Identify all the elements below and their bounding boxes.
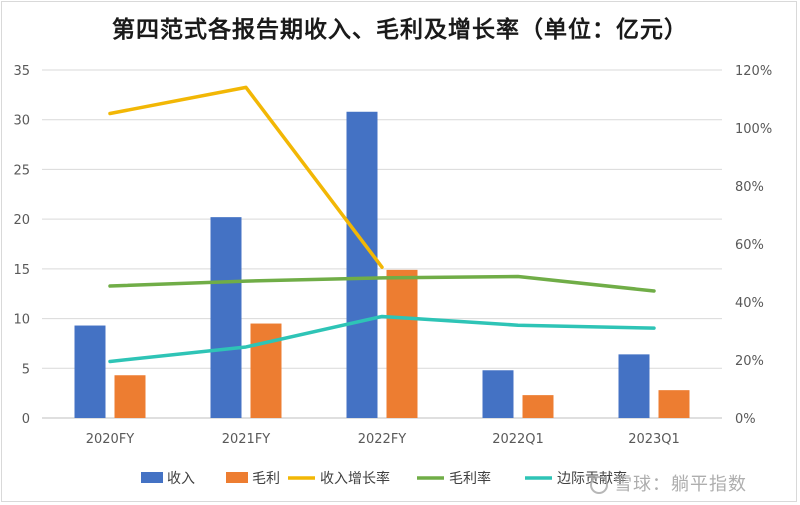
revenue-bar bbox=[482, 370, 514, 418]
gross-profit-bar bbox=[114, 375, 146, 418]
x-tick-label: 2020FY bbox=[86, 432, 135, 447]
y-right-tick-label: 120% bbox=[735, 64, 772, 79]
y-right-tick-label: 80% bbox=[735, 180, 764, 195]
legend-swatch bbox=[141, 472, 163, 483]
x-tick-label: 2021FY bbox=[222, 432, 271, 447]
gross-profit-bar bbox=[658, 390, 690, 418]
y-right-tick-label: 0% bbox=[735, 412, 756, 427]
revenue-bar bbox=[74, 325, 106, 418]
gross-profit-bar bbox=[250, 323, 282, 418]
y-right-tick-label: 40% bbox=[735, 296, 764, 311]
x-tick-label: 2023Q1 bbox=[628, 432, 680, 447]
watermark: 雪球：躺平指数 bbox=[590, 470, 747, 496]
legend-label: 毛利 bbox=[252, 471, 280, 487]
y-left-tick-label: 35 bbox=[13, 64, 30, 79]
contribution-margin-line bbox=[108, 314, 656, 364]
watermark-text: 雪球：躺平指数 bbox=[614, 474, 747, 495]
y-left-tick-label: 10 bbox=[13, 313, 30, 328]
y-left-tick-label: 15 bbox=[13, 263, 30, 278]
legend-label: 毛利率 bbox=[449, 470, 491, 487]
legend-label: 收入增长率 bbox=[320, 470, 390, 487]
legend-label: 收入 bbox=[167, 471, 195, 487]
revenue-growth-line bbox=[108, 85, 384, 269]
y-left-tick-label: 20 bbox=[13, 213, 30, 228]
snowball-logo-icon bbox=[590, 476, 608, 494]
legend-swatch bbox=[226, 472, 248, 483]
x-tick-label: 2022FY bbox=[358, 432, 407, 447]
y-left-tick-label: 5 bbox=[22, 362, 30, 377]
y-right-tick-label: 60% bbox=[735, 238, 764, 253]
x-tick-label: 2022Q1 bbox=[492, 432, 544, 447]
revenue-bar bbox=[210, 217, 242, 418]
gross-profit-bar bbox=[522, 395, 554, 418]
gross-margin-line bbox=[108, 274, 656, 293]
y-right-tick-label: 100% bbox=[735, 122, 772, 137]
gross-profit-bar bbox=[386, 269, 418, 418]
chart-title: 第四范式各报告期收入、毛利及增长率（单位：亿元） bbox=[112, 16, 688, 43]
y-right-tick-label: 20% bbox=[735, 354, 764, 369]
revenue-bar bbox=[618, 354, 650, 418]
revenue-bar bbox=[346, 111, 378, 418]
y-left-tick-label: 0 bbox=[22, 412, 30, 427]
y-left-tick-label: 25 bbox=[13, 163, 30, 178]
y-left-tick-label: 30 bbox=[13, 114, 30, 129]
